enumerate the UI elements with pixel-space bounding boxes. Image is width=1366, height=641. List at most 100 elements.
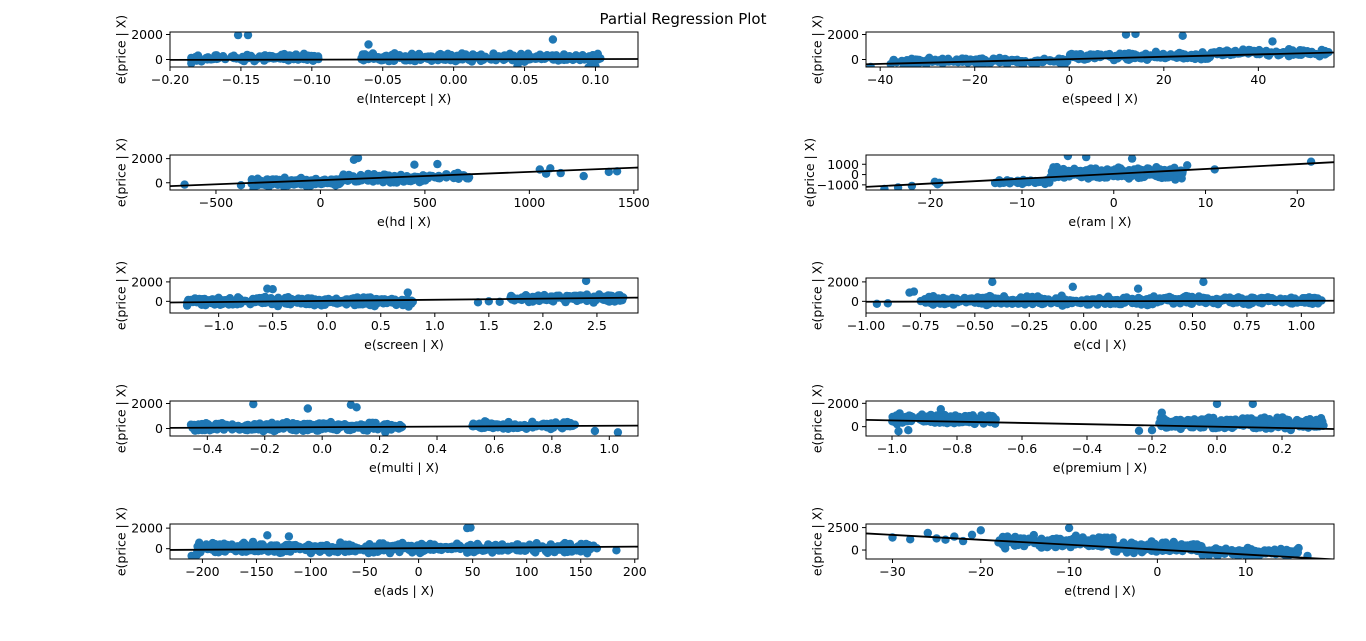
data-point [314, 421, 324, 430]
fit-line [866, 161, 1334, 188]
data-point [186, 420, 196, 429]
scatter-points [872, 278, 1326, 310]
data-point [1033, 292, 1042, 301]
data-point [579, 171, 588, 181]
x-tick-label: −50 [351, 564, 377, 579]
data-point [1149, 292, 1159, 301]
data-point [1305, 293, 1314, 302]
data-point [1125, 52, 1134, 61]
data-point [917, 410, 927, 419]
data-point [391, 53, 400, 63]
subplot: −0.20 −0.15 −0.10 −0.05 0.00 0.05 0.10 0 2000 e(I… [114, 15, 639, 106]
x-tick-label: −0.4 [1072, 441, 1102, 456]
scatter-points [187, 32, 605, 67]
data-point [932, 534, 941, 543]
data-point [1209, 413, 1218, 423]
data-point [271, 422, 280, 431]
subplot: −1.0 −0.5 0.0 0.5 1.0 1.5 2.0 2.5 0 2000 e(screen … [114, 261, 639, 352]
data-point [401, 52, 410, 61]
data-point [926, 298, 936, 308]
data-point [1294, 543, 1303, 553]
fit-line [170, 296, 638, 304]
y-tick-label: 2000 [131, 274, 163, 289]
fit-line [170, 424, 638, 429]
data-point [976, 526, 985, 535]
data-point [274, 176, 284, 185]
data-point [313, 297, 323, 307]
data-point [1138, 51, 1147, 60]
y-tick-label: 0 [155, 294, 163, 309]
data-point [1034, 298, 1044, 308]
scatter-points [187, 524, 621, 559]
data-point [590, 426, 600, 436]
data-point [973, 293, 982, 302]
scatter-points [880, 155, 1316, 190]
x-tick-label: −40 [867, 72, 893, 87]
x-axis-label: e(hd | X) [377, 214, 431, 229]
data-point [1310, 419, 1320, 429]
data-point [572, 53, 581, 62]
data-point [253, 54, 262, 63]
data-point [303, 404, 312, 413]
data-point [433, 159, 442, 169]
data-point [508, 56, 517, 65]
data-point [291, 51, 300, 61]
data-point [250, 425, 259, 434]
axes-frame [169, 154, 639, 191]
y-tick-label: 0 [851, 543, 859, 558]
x-tick-label: 0 [1153, 564, 1161, 579]
data-point [260, 56, 269, 65]
subplot: −1.00 −0.75 −0.50 −0.25 0.00 0.25 0.50 0.75 1.00… [810, 261, 1335, 352]
data-point [1244, 416, 1253, 426]
x-tick-label: −1.0 [203, 318, 233, 333]
data-point [1114, 168, 1124, 177]
data-point [435, 53, 445, 62]
scatter-points [888, 401, 1328, 436]
data-point [257, 179, 267, 188]
data-point [1058, 542, 1067, 551]
x-tick-label: 500 [413, 195, 437, 210]
x-tick-label: −0.5 [257, 318, 287, 333]
x-tick-label: −0.2 [1137, 441, 1167, 456]
data-point [1212, 401, 1222, 409]
axes-frame [865, 31, 1335, 68]
data-point [517, 53, 526, 63]
data-point [1245, 46, 1255, 55]
data-point [1248, 401, 1257, 409]
data-point [1199, 278, 1208, 287]
x-tick-label: 200 [623, 564, 647, 579]
data-point [493, 545, 502, 554]
x-tick-label: 1000 [513, 195, 545, 210]
data-point [954, 295, 963, 305]
data-point [1222, 545, 1231, 554]
data-point [306, 541, 315, 551]
data-point [890, 417, 899, 427]
data-point [233, 293, 243, 302]
data-point [289, 421, 298, 430]
x-axis-label: e(speed | X) [1062, 91, 1138, 106]
data-point [1293, 419, 1302, 429]
data-point [543, 548, 552, 558]
x-tick-label: 0.00 [1070, 318, 1098, 333]
data-point [369, 424, 378, 433]
y-tick-label: 0 [155, 421, 163, 436]
data-point [950, 532, 959, 541]
data-point [1274, 417, 1283, 426]
data-point [1170, 420, 1180, 430]
data-point [410, 160, 419, 169]
x-tick-label: −1.0 [877, 441, 907, 456]
x-tick-label: −0.05 [364, 72, 402, 87]
data-point [1027, 295, 1036, 305]
scatter-points [186, 401, 623, 436]
data-point [249, 184, 258, 190]
data-point [979, 414, 988, 423]
y-tick-label: −1000 [817, 177, 859, 192]
data-point [381, 428, 390, 436]
data-point [610, 297, 619, 306]
fit-line [170, 58, 638, 61]
data-point [474, 420, 483, 429]
data-point [349, 545, 358, 555]
data-point [1090, 169, 1099, 178]
y-tick-label: 1000 [827, 157, 859, 172]
data-point [249, 401, 258, 409]
